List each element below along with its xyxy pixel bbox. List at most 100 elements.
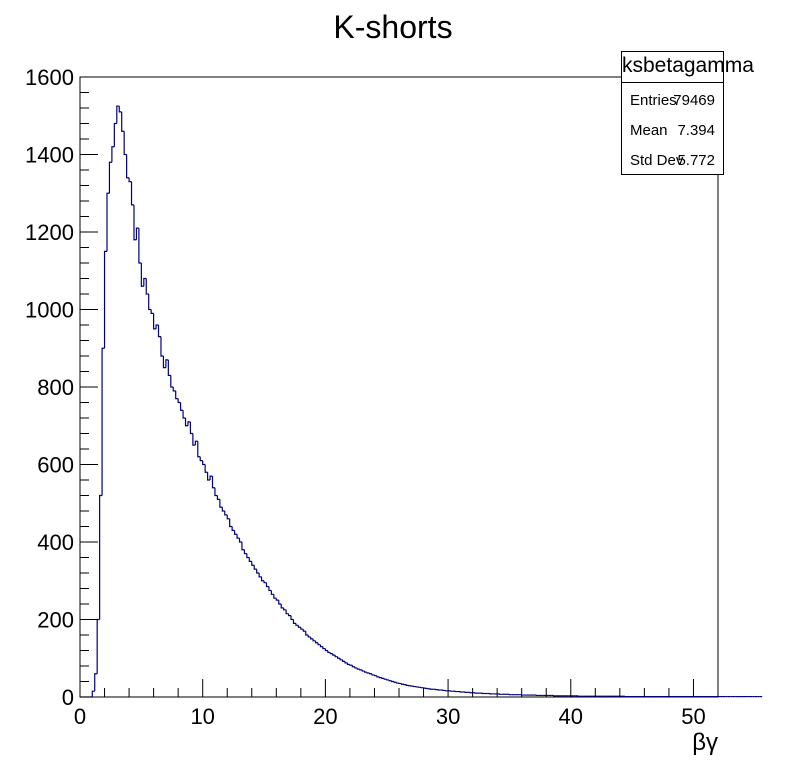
histogram-bin	[159, 325, 161, 337]
histogram-bin	[325, 649, 327, 651]
histogram-bin	[124, 131, 126, 154]
histogram-bin	[242, 542, 244, 550]
histogram-bin	[200, 457, 202, 461]
histogram-bin	[139, 228, 141, 263]
histogram-bin	[357, 668, 359, 669]
histogram-bin	[401, 683, 403, 684]
x-tick-label: 0	[74, 704, 86, 729]
histogram-bin	[100, 496, 102, 620]
histogram-bin	[181, 403, 183, 411]
stats-box-title: ksbetagamma	[622, 52, 723, 83]
histogram-bin	[264, 581, 266, 583]
histogram-bin	[198, 441, 200, 457]
x-tick-label: 50	[681, 704, 705, 729]
histogram-bin	[291, 616, 293, 620]
y-tick-label: 0	[62, 685, 74, 710]
histogram-bin	[365, 671, 367, 672]
histogram-bin	[394, 682, 396, 683]
histogram-bin	[252, 561, 254, 565]
histogram-bin	[345, 661, 347, 663]
histogram-bin	[205, 465, 207, 473]
histogram-bin	[323, 647, 325, 649]
histogram-bin	[335, 655, 337, 657]
histogram-bin	[392, 681, 394, 682]
histogram-bin	[379, 677, 381, 678]
histogram-bin	[276, 598, 278, 600]
histogram-bin	[320, 645, 322, 647]
histogram-bin	[190, 422, 192, 434]
histogram-bin	[92, 691, 94, 697]
histogram-bin	[311, 637, 313, 639]
histogram-bin	[279, 600, 281, 604]
histogram-bin	[176, 391, 178, 399]
histogram-bin	[240, 538, 242, 542]
stats-label-stddev: Std Dev	[630, 146, 683, 176]
histogram-bin	[254, 565, 256, 569]
histogram-bin	[281, 604, 283, 608]
histogram-bin	[316, 641, 318, 643]
histogram-bin	[171, 375, 173, 387]
histogram-bin	[222, 507, 224, 511]
y-tick-label: 400	[37, 530, 74, 555]
histogram-bin	[217, 496, 219, 500]
histogram-bin	[203, 461, 205, 465]
histogram-bin	[382, 678, 384, 679]
histogram-bin	[257, 569, 259, 573]
x-tick-label: 30	[436, 704, 460, 729]
stats-label-entries: Entries	[630, 86, 677, 116]
histogram-bin	[269, 587, 271, 591]
histogram-bin	[132, 182, 134, 205]
x-tick-label: 20	[313, 704, 337, 729]
histogram-bin	[397, 682, 399, 683]
histogram-bin	[340, 658, 342, 660]
histogram-bin	[362, 670, 364, 671]
histogram-bin	[377, 676, 379, 677]
histogram-bin	[146, 279, 148, 295]
histogram-bin	[313, 639, 315, 641]
histogram-bin	[355, 667, 357, 668]
histogram-bin	[274, 594, 276, 598]
histogram-bin	[114, 124, 116, 147]
histogram-bin	[296, 623, 298, 625]
y-tick-label: 800	[37, 375, 74, 400]
histogram-bin	[168, 360, 170, 376]
histogram-bin	[343, 660, 345, 662]
histogram-bin	[237, 534, 239, 538]
histogram-bin	[225, 511, 227, 515]
histogram-bin	[367, 672, 369, 673]
histogram-bin	[360, 669, 362, 670]
histogram-bin	[249, 558, 251, 562]
histogram-bin	[105, 251, 107, 348]
histogram-bin	[244, 550, 246, 554]
histogram-bin	[220, 499, 222, 507]
histogram-bin	[247, 554, 249, 558]
histogram-bin	[97, 620, 99, 674]
stats-row-stddev: Std Dev 5.772	[630, 146, 715, 176]
histogram-layer	[80, 106, 762, 697]
histogram-bin	[306, 631, 308, 635]
histogram-bin	[374, 675, 376, 676]
histogram-bin	[119, 106, 121, 112]
stats-row-entries: Entries 79469	[630, 86, 715, 116]
histogram-bin	[333, 654, 335, 656]
histogram-bin	[303, 629, 305, 631]
histogram-bin	[266, 583, 268, 587]
histogram-bin	[95, 674, 97, 691]
histogram-bin	[102, 348, 104, 495]
histogram-bin	[112, 147, 114, 163]
stats-value-stddev: 5.772	[677, 146, 715, 176]
stats-box: ksbetagamma Entries 79469 Mean 7.394 Std…	[621, 51, 724, 175]
histogram-bin	[235, 530, 237, 534]
stats-value-mean: 7.394	[677, 116, 715, 146]
histogram-bin	[350, 664, 352, 665]
histogram-bin	[284, 608, 286, 610]
histogram-bin	[301, 627, 303, 629]
histogram-bin	[372, 674, 374, 675]
stats-row-mean: Mean 7.394	[630, 116, 715, 146]
histogram-bin	[406, 685, 408, 686]
histogram-bin	[122, 112, 124, 131]
x-axis-label: βγ	[692, 729, 718, 756]
histogram-bin	[178, 399, 180, 403]
histogram-bin	[328, 651, 330, 653]
